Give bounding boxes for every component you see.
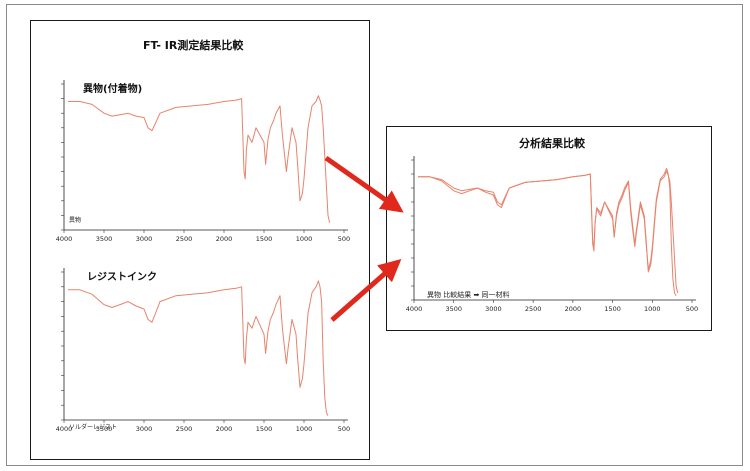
chart-2-corner-label: ソルダーレジスト [69, 424, 118, 431]
x-tick-label: 3000 [485, 305, 502, 313]
chart-2-title: レジストインク [87, 272, 157, 283]
x-tick-label: 2500 [525, 305, 542, 313]
x-tick-label: 2500 [176, 235, 193, 243]
x-tick-label: 1000 [296, 425, 313, 433]
left-panel-title: FT- IR測定結果比較 [143, 39, 244, 52]
spectrum-line-1 [68, 95, 331, 223]
spectrum-line-2 [418, 167, 677, 297]
outer-frame [6, 4, 743, 466]
x-tick-label: 3500 [445, 305, 462, 313]
x-tick-label: 1000 [296, 235, 313, 243]
x-tick-label: 500 [338, 235, 350, 243]
x-tick-label: 500 [338, 425, 350, 433]
x-tick-label: 1500 [256, 425, 273, 433]
x-tick-label: 3500 [96, 425, 113, 433]
left-panel: FT- IR測定結果比較 異物(付着物) 異物 レジストインク ソルダーレジスト [30, 20, 370, 460]
x-tick-label: 4000 [406, 305, 423, 313]
x-tick-label: 4000 [56, 235, 73, 243]
x-tick-label: 2000 [216, 425, 233, 433]
x-tick-label: 4000 [56, 425, 73, 433]
x-tick-label: 2000 [216, 235, 233, 243]
right-panel-title: 分析結果比較 [519, 137, 585, 150]
x-tick-label: 3000 [136, 235, 153, 243]
x-tick-label: 3500 [96, 235, 113, 243]
arrow-top [324, 155, 404, 213]
x-tick-label: 500 [686, 305, 698, 313]
x-tick-label: 1500 [256, 235, 273, 243]
chart-3-corner-label: 異物 比較結果 ➡ 同一材料 [427, 291, 510, 299]
right-panel: 分析結果比較 異物 比較結果 ➡ 同一材料 [386, 126, 712, 331]
x-tick-label: 2000 [565, 305, 582, 313]
chart-1-title: 異物(付着物) [83, 84, 143, 95]
x-tick-label: 1000 [644, 305, 661, 313]
x-tick-label: 2500 [176, 425, 193, 433]
spectrum-line-1 [68, 280, 329, 416]
x-tick-label: 1500 [604, 305, 621, 313]
arrow-bottom [330, 259, 402, 322]
x-tick-label: 3000 [136, 425, 153, 433]
chart-1-corner-label: 異物 [69, 217, 82, 224]
